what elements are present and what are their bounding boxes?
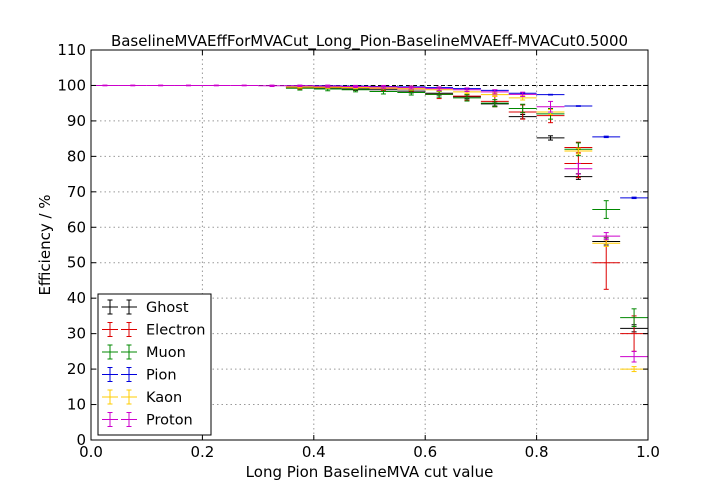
data-point <box>202 84 231 87</box>
data-series-layer <box>91 84 648 373</box>
data-point <box>564 147 593 155</box>
data-point <box>508 103 537 114</box>
y-tick-label: 60 <box>67 218 86 236</box>
data-point <box>313 84 342 88</box>
data-point <box>592 200 621 219</box>
data-point <box>174 84 203 87</box>
axis-ticks: 0.0 0.2 0.4 0.6 0.8 1.0 0 10 20 30 40 50 60 70 80 90 100… <box>57 41 660 461</box>
data-point <box>285 84 314 88</box>
data-point <box>230 84 259 87</box>
data-point <box>508 91 537 97</box>
x-tick-label: 0.0 <box>79 443 103 461</box>
x-axis-label: Long Pion BaselineMVA cut value <box>246 463 494 481</box>
data-point <box>453 87 481 92</box>
data-point <box>592 232 621 241</box>
x-tick-label: 0.4 <box>302 443 326 461</box>
data-point <box>369 84 398 89</box>
data-point <box>480 89 509 95</box>
data-point <box>620 308 648 328</box>
y-tick-label: 40 <box>67 289 86 307</box>
data-point <box>564 162 593 175</box>
data-point <box>258 84 286 88</box>
legend-entry-ghost <box>102 299 137 315</box>
y-tick-label: 70 <box>67 183 86 201</box>
data-point <box>536 100 565 113</box>
legend-label: Proton <box>146 413 193 429</box>
y-tick-label: 10 <box>67 396 86 414</box>
data-point <box>480 99 509 108</box>
data-point <box>146 84 175 87</box>
x-tick-label: 1.0 <box>636 443 660 461</box>
legend-label: Electron <box>146 323 205 339</box>
data-point <box>341 84 370 89</box>
x-tick-label: 0.8 <box>525 443 549 461</box>
legend-label: Muon <box>146 345 186 361</box>
y-tick-label: 80 <box>67 147 86 165</box>
data-point <box>620 350 648 363</box>
data-point <box>397 85 426 90</box>
x-tick-label: 0.6 <box>413 443 437 461</box>
data-point <box>118 84 147 87</box>
legend-entry-kaon <box>102 389 137 405</box>
y-tick-label: 0 <box>76 431 86 449</box>
legend-label: Pion <box>146 368 177 384</box>
legend-entry-muon <box>102 344 137 360</box>
y-tick-label: 50 <box>67 254 86 272</box>
legend-entry-proton <box>102 412 137 427</box>
legend: Ghost Electron Muon Pion Kaon Proton <box>97 293 212 436</box>
y-tick-label: 110 <box>57 41 86 59</box>
legend-label: Kaon <box>146 390 182 406</box>
legend-box <box>97 293 212 436</box>
data-point <box>564 105 593 107</box>
data-point <box>425 86 454 91</box>
y-tick-label: 100 <box>57 76 86 94</box>
data-point <box>453 94 481 102</box>
data-point <box>536 93 565 96</box>
plot-frame <box>90 49 649 441</box>
y-tick-label: 20 <box>67 360 86 378</box>
data-point <box>592 135 621 139</box>
y-tick-label: 90 <box>67 112 86 130</box>
series-proton <box>91 84 648 363</box>
y-tick-label: 30 <box>67 325 86 343</box>
data-point <box>620 196 648 200</box>
y-axis-label: Efficiency / % <box>36 194 54 295</box>
chart-title: BaselineMVAEffForMVACut_Long_Pion-Baseli… <box>111 32 628 51</box>
x-tick-label: 0.2 <box>190 443 214 461</box>
legend-entry-electron <box>102 322 137 337</box>
legend-label: Ghost <box>146 300 189 316</box>
data-point <box>536 135 565 141</box>
legend-entry-pion <box>102 367 137 382</box>
